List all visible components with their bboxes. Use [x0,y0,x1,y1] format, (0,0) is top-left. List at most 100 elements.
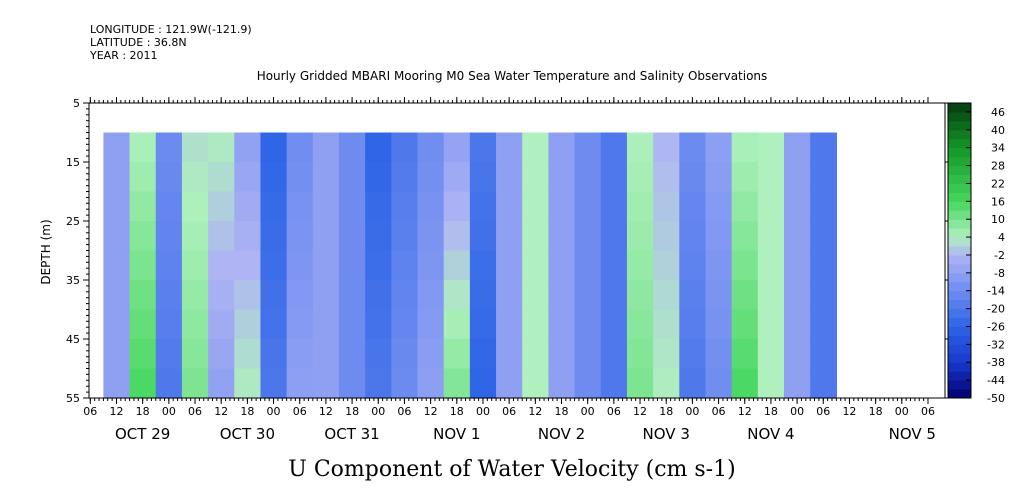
heatmap-cell [208,339,235,370]
x-tick-label: 06 [293,405,307,418]
heatmap-cell [365,132,392,163]
colorbar-tick-label: 40 [991,124,1005,137]
heatmap-cell [181,280,209,311]
heatmap-cell [679,368,707,399]
heatmap-cell [103,162,131,193]
heatmap-cell [286,309,314,340]
x-tick-label: 06 [83,405,97,418]
heatmap-cell [496,221,523,252]
heatmap-cell [757,339,785,370]
colorbar-band [948,210,971,220]
heatmap-cell [705,162,733,193]
x-tick-label: 12 [319,405,333,418]
x-tick-label: 12 [633,405,647,418]
heatmap-cell [653,368,680,399]
heatmap-cell [338,339,366,370]
x-tick-label: 06 [502,405,516,418]
heatmap-cell [391,280,419,311]
colorbar-tick-label: 4 [998,231,1005,244]
heatmap-cell [496,339,523,370]
heatmap-cell [181,191,209,222]
heatmap-cell [338,368,366,399]
heatmap-cell [365,309,392,340]
colorbar-band [948,156,971,167]
heatmap-cell [469,339,497,370]
colorbar-band [948,120,971,131]
heatmap-cell [548,221,576,252]
heatmap-cell [181,162,209,193]
heatmap-cell [208,280,235,311]
heatmap-cell [679,309,707,340]
heatmap-cell [653,280,680,311]
heatmap-cell [522,132,550,163]
colorbar-band [948,165,971,176]
heatmap-cell [757,250,785,281]
heatmap-cell [757,162,785,193]
heatmap-cell [365,368,392,399]
x-day-label: NOV 4 [747,425,794,443]
colorbar-band [948,201,971,211]
heatmap-cell [338,162,366,193]
heatmap-cell [810,221,837,252]
heatmap-cell [312,221,340,252]
colorbar: 46 40 34 28 22 16 10 4 -2 -8 -14 -20 -26 -32 -38 -44 -50 [947,102,1005,405]
heatmap-cell [705,368,733,399]
heatmap-cell [626,280,654,311]
heatmap-cell [260,221,288,252]
x-tick-label: 12 [528,405,542,418]
heatmap-cell [469,221,497,252]
colorbar-band [948,174,971,184]
x-day-label: NOV 2 [538,425,585,443]
heatmap-cell [365,339,392,370]
heatmap-cell [443,280,471,311]
heatmap-cell [417,280,445,311]
heatmap-cell [548,368,576,399]
heatmap-cell [784,250,811,281]
heatmap-cell [260,162,288,193]
heatmap-cell [626,221,654,252]
heatmap-cell [469,280,497,311]
heatmap-cell [260,280,288,311]
heatmap-cell [365,280,392,311]
heatmap-cell [626,250,654,281]
heatmap-cell [653,132,680,163]
colorbar-band [948,219,971,229]
x-tick-label: 00 [895,405,909,418]
x-tick-label: 12 [424,405,438,418]
heatmap-cell [338,191,366,222]
heatmap-cell [155,132,183,163]
colorbar-band [948,129,971,140]
heatmap-cell [574,368,602,399]
y-axis-label: DEPTH (m) [39,219,53,284]
heatmap-cell [286,132,314,163]
x-tick-label: 00 [581,405,595,418]
colorbar-tick-label: 28 [991,160,1005,173]
colorbar-tick-label: -50 [987,392,1005,405]
heatmap-cell [365,191,392,222]
colorbar-band [948,362,971,372]
x-tick-label: 00 [162,405,176,418]
heatmap-cell [234,250,262,281]
heatmap-cell [496,132,523,163]
heatmap-cell [129,191,157,222]
heatmap-cell [181,221,209,252]
heatmap-cell [784,221,811,252]
heatmap-cell [234,339,262,370]
colorbar-band [948,192,971,202]
x-day-label: NOV 1 [433,425,480,443]
heatmap-cell [522,221,550,252]
heatmap-cell [103,250,131,281]
colorbar-band [948,263,971,274]
heatmap-cell [757,309,785,340]
heatmap-cell [784,162,811,193]
heatmap-cell [338,221,366,252]
colorbar-band [948,138,971,149]
heatmap-cell [522,309,550,340]
heatmap-cell [417,221,445,252]
heatmap-cell [391,309,419,340]
heatmap-cell [522,191,550,222]
heatmap-cell [338,309,366,340]
heatmap-cell [260,191,288,222]
colorbar-band [948,183,971,193]
